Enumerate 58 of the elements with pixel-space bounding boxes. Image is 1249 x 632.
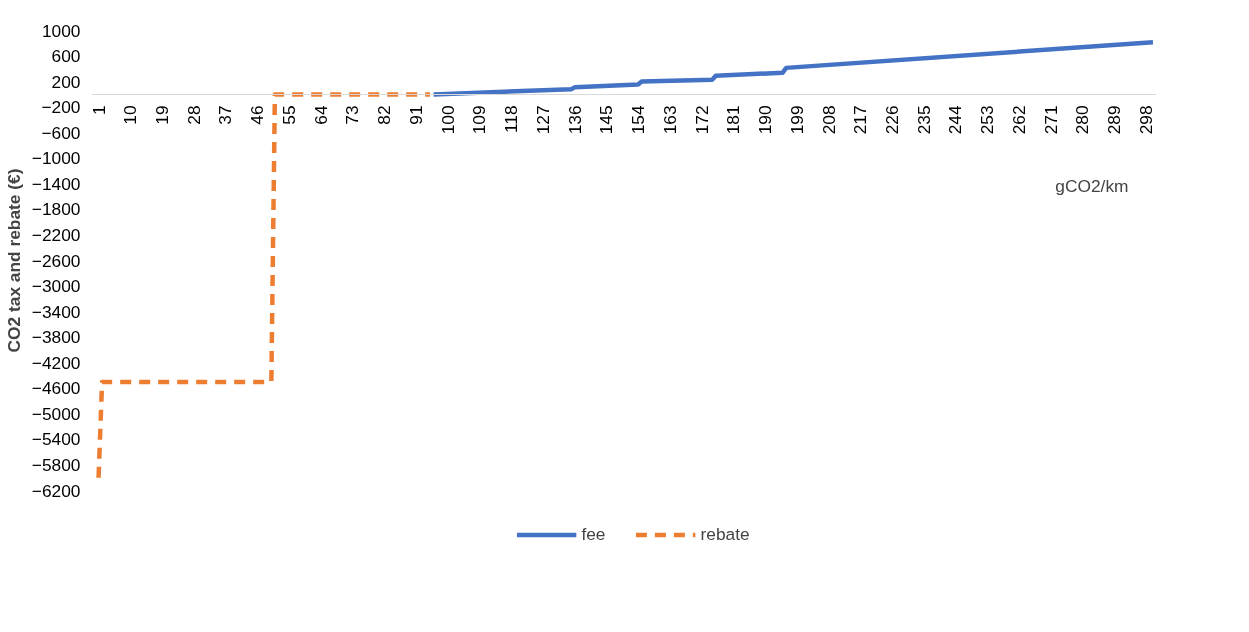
- x-tick-label: 55: [278, 105, 299, 125]
- y-tick-label: 200: [51, 71, 81, 92]
- y-tick-label: −1800: [31, 199, 81, 220]
- y-tick-label: −2600: [31, 250, 81, 271]
- y-tick-label: −200: [41, 97, 81, 118]
- x-tick-label: 1: [88, 105, 109, 116]
- x-tick-label: 190: [755, 105, 776, 135]
- y-tick-label: −5400: [31, 429, 81, 450]
- x-tick-label: 136: [564, 105, 585, 135]
- x-tick-label: 298: [1135, 105, 1156, 135]
- y-tick-label: −5000: [31, 403, 81, 424]
- y-tick-label: −1000: [31, 148, 81, 169]
- x-tick-label: 163: [659, 105, 680, 135]
- y-tick-label: −3800: [31, 327, 81, 348]
- x-tick-label: 262: [1008, 105, 1029, 135]
- x-tick-label: 244: [945, 105, 966, 135]
- y-tick-label: −4200: [31, 352, 81, 373]
- x-tick-label: 289: [1104, 105, 1125, 135]
- y-tick-label: 1000: [41, 20, 81, 41]
- x-tick-label: 235: [913, 105, 934, 135]
- x-tick-label: 46: [247, 105, 268, 125]
- y-axis-title: CO2 tax and rebate (€): [3, 168, 24, 353]
- y-tick-label: −600: [41, 122, 81, 143]
- x-tick-label: 37: [215, 105, 236, 125]
- x-tick-label: 217: [850, 105, 871, 135]
- y-tick-label: −2200: [31, 224, 81, 245]
- y-tick-label: −3000: [31, 276, 81, 297]
- x-tick-label: 91: [405, 105, 426, 125]
- legend-label: fee: [581, 523, 606, 545]
- x-tick-label: 226: [882, 105, 903, 135]
- y-tick-label: −1400: [31, 173, 81, 194]
- y-tick-label: −6200: [31, 480, 81, 501]
- x-tick-label: 10: [120, 105, 141, 125]
- x-tick-label: 172: [691, 105, 712, 135]
- line-series: [431, 40, 1156, 97]
- x-tick-label: 127: [532, 105, 553, 135]
- x-tick-label: 280: [1072, 105, 1093, 135]
- x-axis-title: gCO2/km: [1055, 175, 1129, 196]
- y-tick-label: −3400: [31, 301, 81, 322]
- x-tick-label: 271: [1040, 105, 1061, 135]
- y-tick-label: −5800: [31, 454, 81, 475]
- x-tick-label: 109: [469, 105, 490, 135]
- x-tick-label: 154: [628, 105, 649, 135]
- x-tick-label: 181: [723, 105, 744, 135]
- x-tick-label: 64: [310, 105, 331, 125]
- x-tick-label: 253: [977, 105, 998, 135]
- y-tick-label: 600: [51, 46, 81, 67]
- x-tick-label: 73: [342, 105, 363, 125]
- legend-label: rebate: [700, 523, 750, 545]
- x-tick-label: 19: [152, 105, 173, 125]
- x-tick-label: 28: [183, 105, 204, 125]
- x-tick-label: 82: [374, 105, 395, 125]
- x-tick-label: 100: [437, 105, 458, 135]
- y-tick-label: −4600: [31, 378, 81, 399]
- x-tick-label: 145: [596, 105, 617, 135]
- x-tick-label: 118: [501, 105, 522, 134]
- x-tick-label: 208: [818, 105, 839, 135]
- x-tick-label: 199: [786, 105, 807, 135]
